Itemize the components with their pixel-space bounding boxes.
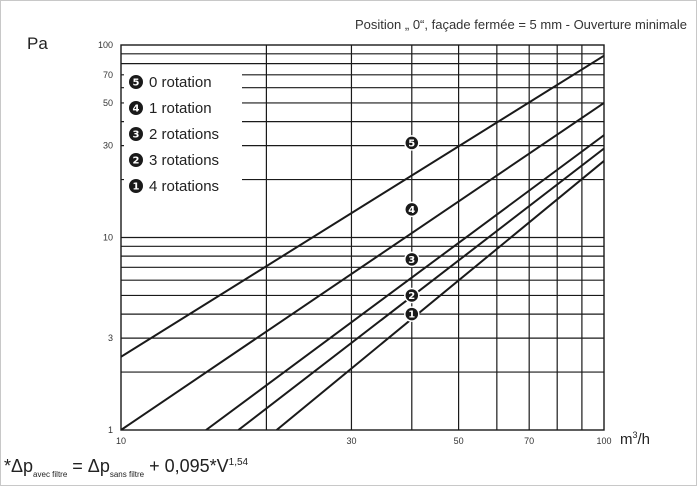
series-marker — [404, 287, 420, 304]
x-axis-label: m3/h — [620, 430, 650, 448]
x-tick-label: 50 — [454, 436, 464, 446]
y-tick-label: 1 — [108, 425, 113, 435]
series-marker — [404, 135, 420, 151]
x-axis-label-exponent: 3 — [632, 430, 638, 440]
legend-label: 2 rotations — [149, 126, 219, 143]
legend-marker-label: 3 — [133, 130, 140, 141]
pressure-formula: *Δpavec filtre = Δpsans filtre + 0,095*V… — [4, 456, 249, 479]
series-marker-label: 3 — [408, 255, 415, 266]
chart-subtitle: Position „ 0“, façade fermée = 5 mm - Ou… — [355, 17, 687, 32]
series-line — [121, 102, 604, 430]
legend-label: 3 rotations — [149, 152, 219, 169]
legend-label: 4 rotations — [149, 178, 219, 195]
legend-marker-label: 2 — [133, 156, 140, 167]
plot-border — [120, 44, 605, 431]
legend-marker — [129, 101, 143, 115]
formula-equals: = Δp — [67, 456, 110, 476]
formula-subscript-without-filter: sans filtre — [109, 470, 145, 479]
y-tick-label: 30 — [103, 141, 113, 151]
series-marker-label: 1 — [408, 310, 415, 321]
y-tick-label: 3 — [108, 333, 113, 343]
legend-marker — [129, 75, 143, 89]
x-axis-label-unit: /h — [637, 431, 651, 448]
y-tick-label: 70 — [103, 70, 113, 80]
series-marker-label: 4 — [408, 205, 415, 216]
formula-exponent: 1,54 — [228, 457, 249, 468]
series-marker — [404, 306, 420, 322]
x-tick-label: 30 — [346, 436, 356, 446]
series-line — [237, 147, 604, 430]
legend-marker — [129, 127, 143, 141]
legend-marker — [129, 179, 143, 193]
legend-marker — [129, 153, 143, 167]
legend-marker-label: 5 — [133, 78, 140, 89]
legend-label: 1 rotation — [149, 100, 212, 117]
legend-label: 0 rotation — [149, 74, 212, 91]
formula-prefix: *Δp — [4, 456, 34, 476]
series-line — [275, 160, 604, 430]
y-axis-label: Pa — [27, 34, 48, 53]
x-axis-label-base: m — [620, 431, 633, 448]
legend-marker-label: 4 — [133, 104, 140, 115]
series-marker — [404, 201, 420, 218]
x-tick-label: 100 — [596, 436, 611, 446]
legend-background — [124, 66, 242, 198]
x-tick-label: 10 — [116, 436, 126, 446]
series-marker-label: 5 — [408, 138, 415, 149]
formula-tail: + 0,095*V — [144, 456, 229, 476]
series-line — [205, 134, 604, 430]
series-marker-label: 2 — [408, 291, 415, 302]
formula-subscript-with-filter: avec filtre — [33, 470, 68, 479]
series-line — [121, 54, 604, 358]
x-tick-label: 70 — [524, 436, 534, 446]
y-tick-label: 100 — [98, 40, 113, 50]
y-tick-label: 50 — [103, 98, 113, 108]
y-tick-label: 10 — [103, 233, 113, 243]
legend-marker-label: 1 — [133, 182, 140, 193]
series-marker — [404, 251, 420, 268]
